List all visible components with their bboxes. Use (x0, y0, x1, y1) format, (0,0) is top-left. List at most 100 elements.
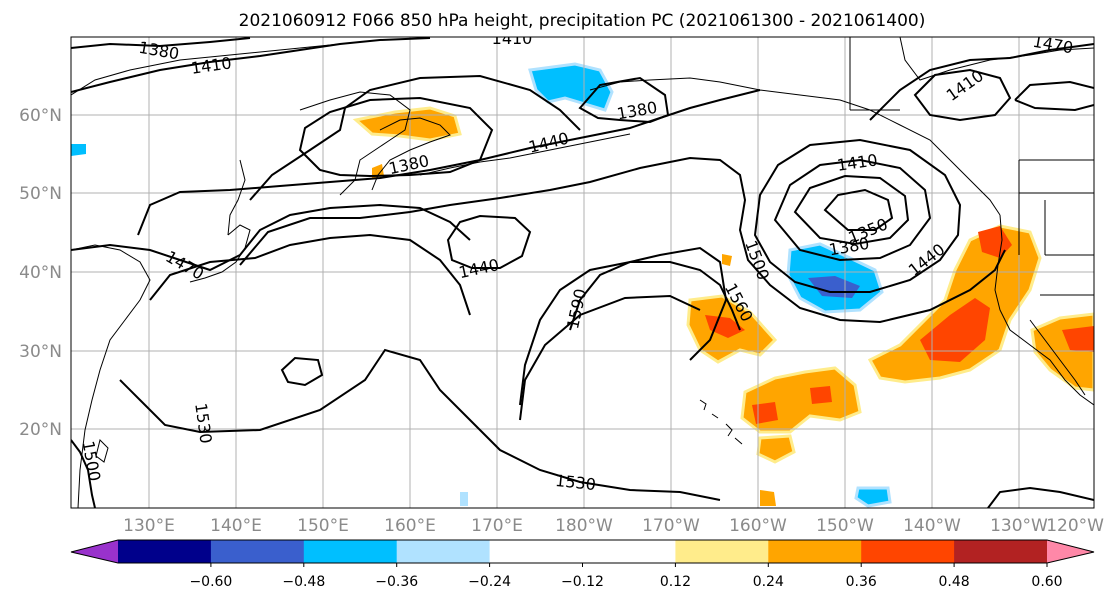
colorbar-segment (954, 540, 1048, 563)
colorbar-segment (396, 540, 491, 563)
colorbar-segment (861, 540, 955, 563)
contour-south-east (987, 486, 1094, 508)
coast-aleutians (419, 133, 631, 176)
colorbar-extend-min (71, 540, 118, 563)
lat-label-20n: 20°N (19, 420, 62, 440)
precip-positive-subtropic-core2 (810, 386, 832, 404)
contour-1380-okhotsk (298, 96, 494, 178)
contour-1530-west (149, 233, 471, 316)
coast-okhotsk (299, 91, 411, 196)
precip-positive-bottom (760, 490, 776, 506)
colorbar-tick-label: −0.48 (282, 574, 325, 590)
coast-sakhalin (227, 159, 246, 236)
lon-label-150e: 150°E (297, 516, 349, 536)
lon-label-160w: 160°W (729, 516, 787, 536)
contour-1470-main (71, 203, 471, 272)
precip-positive-east-core2 (978, 226, 1012, 258)
colorbar-segment (675, 540, 769, 563)
contour-1410-okhotsk (249, 74, 581, 201)
precipitation-shading (71, 62, 1094, 508)
precip-positive-east-core (920, 298, 990, 362)
coast-borders (1018, 159, 1094, 296)
precip-positive-subtropic-core (752, 402, 778, 424)
lon-label-140e: 140°E (210, 516, 262, 536)
precip-positive-central-core (705, 315, 745, 338)
precip-positive-kuril (372, 164, 384, 178)
colorbar: −0.60 −0.48 −0.36 −0.24 −0.12 0.12 0.24 0.36 0.4… (70, 539, 1095, 590)
coast-usa-west (994, 214, 1094, 406)
contour-label: 1410 (492, 29, 533, 48)
colorbar-segment (210, 540, 305, 563)
colorbar-tick-label: 0.12 (660, 574, 691, 590)
coast-canada (849, 37, 1094, 111)
contour-1590 (569, 246, 728, 361)
lat-label-60n: 60°N (19, 106, 62, 126)
colorbar-tick-label: −0.60 (189, 574, 232, 590)
precip-positive-mexico-core (1062, 326, 1094, 352)
height-contours (71, 37, 1094, 508)
lon-label-150w: 150°W (816, 516, 874, 536)
precip-negative-bering (528, 62, 614, 112)
colorbar-tick-label: 0.48 (939, 574, 970, 590)
coast-alaska (589, 77, 1001, 216)
colorbar-segment (303, 540, 398, 563)
map-panel: 1380 1410 1410 1380 1380 1440 1470 1440 … (70, 29, 1095, 509)
latitude-labels: 60°N 50°N 40°N 30°N 20°N (19, 106, 62, 440)
contour-1380-north (71, 37, 251, 49)
precip-positive-dot (722, 254, 732, 266)
contour-1530-closed-west (280, 356, 324, 387)
lon-label-170e: 170°E (471, 516, 523, 536)
colorbar-segment (768, 540, 862, 563)
colorbar-tick-label: 0.36 (846, 574, 877, 590)
coast-baja (1029, 319, 1086, 396)
contour-1440-closed (446, 214, 532, 269)
contour-1410-east2 (1014, 80, 1094, 112)
contour-1470-east (869, 43, 1094, 121)
precip-positive-okhotsk (352, 106, 462, 142)
colorbar-tick-label: 0.60 (1031, 574, 1062, 590)
precip-negative-south (854, 486, 892, 508)
figure-title: 2021060912 F066 850 hPa height, precipit… (239, 11, 926, 31)
lon-label-160e: 160°E (384, 516, 436, 536)
lat-label-40n: 40°N (19, 263, 62, 283)
contour-1410-low (773, 158, 932, 262)
longitude-labels: 130°E 140°E 150°E 160°E 170°E 180°W 170°… (123, 516, 1104, 536)
lon-label-130w: 130°W (990, 516, 1048, 536)
colorbar-ticks: −0.60 −0.48 −0.36 −0.24 −0.12 0.12 0.24 0.36 0.4… (189, 563, 1063, 590)
lat-label-30n: 30°N (19, 342, 62, 362)
contour-1410-north (71, 37, 431, 93)
coast-taiwan (95, 439, 109, 463)
contour-1500-main (239, 156, 1006, 324)
lon-label-170w: 170°W (642, 516, 700, 536)
colorbar-segment (582, 540, 676, 563)
colorbar-extend-max (1047, 540, 1094, 563)
colorbar-tick-label: −0.24 (468, 574, 511, 590)
contour-label: 1530 (554, 471, 596, 494)
colorbar-tick-label: 0.24 (753, 574, 784, 590)
lat-label-50n: 50°N (19, 184, 62, 204)
coast-kamchatka (371, 117, 451, 191)
coast-hawaii (699, 399, 743, 445)
colorbar-segments (71, 540, 1094, 563)
lon-label-140w: 140°W (903, 516, 961, 536)
contour-1380-low (793, 174, 910, 246)
contour-1410-east (913, 68, 1012, 122)
lon-label-130e: 130°E (123, 516, 175, 536)
colorbar-tick-label: −0.12 (561, 574, 604, 590)
colorbar-tick-label: −0.36 (375, 574, 418, 590)
contour-1440-low (753, 138, 962, 293)
coast-korea-china (71, 244, 151, 508)
contour-1530-south (119, 348, 721, 501)
coastlines (71, 37, 1094, 508)
contour-1500-sw (71, 439, 96, 508)
contour-1440-main (137, 89, 761, 236)
colorbar-frame (70, 539, 1095, 564)
colorbar-segment (118, 540, 212, 563)
contour-1500-east (519, 294, 701, 421)
colorbar-segment (489, 540, 583, 563)
map-frame (70, 36, 1095, 509)
precip-negative-west (71, 144, 86, 156)
precip-negative-small (460, 492, 468, 506)
lon-label-180w: 180°W (555, 516, 613, 536)
